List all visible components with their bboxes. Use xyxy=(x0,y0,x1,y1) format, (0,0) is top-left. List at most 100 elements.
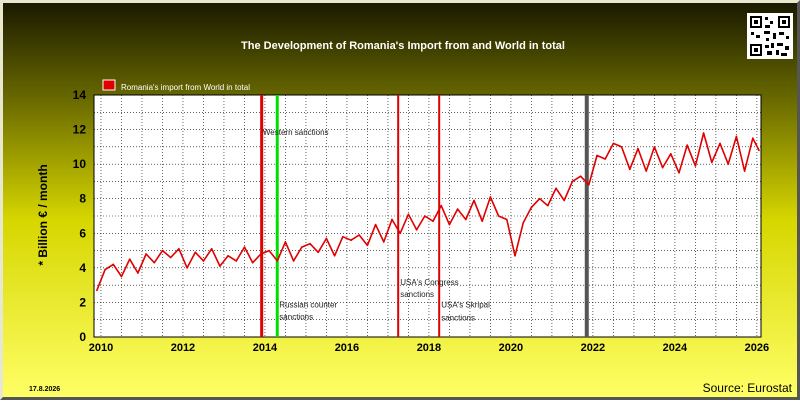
data-point xyxy=(465,218,467,221)
data-point xyxy=(596,154,598,157)
data-point xyxy=(276,260,279,262)
data-point xyxy=(670,152,672,155)
legend-swatch xyxy=(102,79,116,91)
data-point xyxy=(514,254,516,257)
x-tick-label: 2022 xyxy=(581,342,605,354)
data-point xyxy=(637,147,639,150)
series-layer xyxy=(96,132,760,292)
data-point xyxy=(661,166,664,169)
grid xyxy=(94,95,761,337)
data-point xyxy=(268,249,270,252)
data-point xyxy=(489,196,492,198)
data-point xyxy=(128,258,131,261)
footer-date: 17.8.2026 xyxy=(29,386,60,393)
y-axis-label: * Billion € / month xyxy=(36,164,50,265)
data-point xyxy=(96,289,98,292)
data-point xyxy=(719,142,721,145)
data-point xyxy=(251,261,254,264)
annotation-label: USA's Congress xyxy=(400,278,458,287)
data-point xyxy=(758,149,760,152)
data-point xyxy=(629,168,631,171)
data-point xyxy=(653,146,656,148)
data-point xyxy=(538,197,541,200)
series-line xyxy=(96,132,760,291)
annotation-label: sanctions xyxy=(400,290,434,299)
data-point xyxy=(399,232,402,235)
data-point xyxy=(333,254,336,257)
x-tick-label: 2016 xyxy=(335,342,359,354)
data-point xyxy=(727,163,730,165)
data-point xyxy=(186,267,188,269)
x-axis-ticks: 2010 2012 2014 2016 2018 2020 2022 2024 2026 xyxy=(89,342,769,354)
data-point xyxy=(743,170,746,172)
data-point xyxy=(137,272,139,274)
annotation-label: USA's Skripal xyxy=(441,301,490,310)
data-point xyxy=(235,260,238,262)
data-point xyxy=(407,213,410,216)
data-point xyxy=(178,248,180,250)
data-point xyxy=(366,244,369,247)
y-tick-label: 10 xyxy=(73,157,87,171)
data-point xyxy=(243,246,246,248)
data-point xyxy=(448,223,451,226)
data-point xyxy=(620,146,623,148)
data-point xyxy=(612,142,615,145)
legend-label: Romania's import from World in total xyxy=(121,83,250,92)
data-point xyxy=(473,199,475,202)
data-point xyxy=(440,204,443,207)
data-point xyxy=(145,253,147,255)
data-point xyxy=(309,242,311,245)
data-point xyxy=(169,256,172,259)
y-tick-label: 0 xyxy=(79,330,86,344)
chart-title: The Development of Romania's Import from… xyxy=(241,40,565,52)
x-tick-label: 2010 xyxy=(89,342,113,354)
data-point xyxy=(112,263,115,266)
data-point xyxy=(292,260,295,262)
data-point xyxy=(358,234,361,236)
data-point xyxy=(284,241,287,243)
annotation-label: Western sanctions xyxy=(263,128,329,137)
annotation-label: sanctions xyxy=(279,313,313,322)
legend: Romania's import from World in total xyxy=(102,79,250,92)
data-point xyxy=(678,171,680,174)
data-point xyxy=(219,265,221,267)
event-lines xyxy=(260,95,589,337)
data-point xyxy=(325,237,328,240)
data-point xyxy=(686,144,689,146)
y-tick-label: 14 xyxy=(73,88,87,102)
data-point xyxy=(497,215,500,217)
y-tick-label: 4 xyxy=(79,261,86,275)
data-point xyxy=(604,158,607,160)
data-point xyxy=(694,165,697,167)
data-point xyxy=(588,184,590,186)
data-point xyxy=(202,260,205,262)
data-point xyxy=(301,246,303,248)
data-point xyxy=(161,249,164,252)
x-tick-label: 2018 xyxy=(417,342,441,354)
data-point xyxy=(342,235,344,238)
x-tick-label: 2020 xyxy=(499,342,523,354)
annotation-label: Russian counter xyxy=(279,301,337,310)
data-point xyxy=(120,275,123,278)
y-tick-label: 2 xyxy=(79,295,86,309)
data-point xyxy=(563,199,566,202)
data-point xyxy=(153,261,156,264)
data-point xyxy=(194,251,197,254)
x-tick-label: 2014 xyxy=(253,342,278,354)
data-point xyxy=(547,204,549,207)
data-point xyxy=(374,223,377,226)
data-point xyxy=(391,218,393,221)
data-point xyxy=(752,137,754,140)
data-point xyxy=(383,241,385,243)
data-point xyxy=(317,251,320,254)
x-tick-label: 2024 xyxy=(663,342,688,354)
chart: The Development of Romania's Import from… xyxy=(29,40,793,395)
data-point xyxy=(424,215,426,217)
data-point xyxy=(104,268,106,271)
data-point xyxy=(506,218,508,221)
data-point xyxy=(522,222,525,224)
data-point xyxy=(571,180,574,183)
data-point xyxy=(350,239,352,241)
data-point xyxy=(735,135,738,138)
qr-code-icon xyxy=(747,13,793,59)
